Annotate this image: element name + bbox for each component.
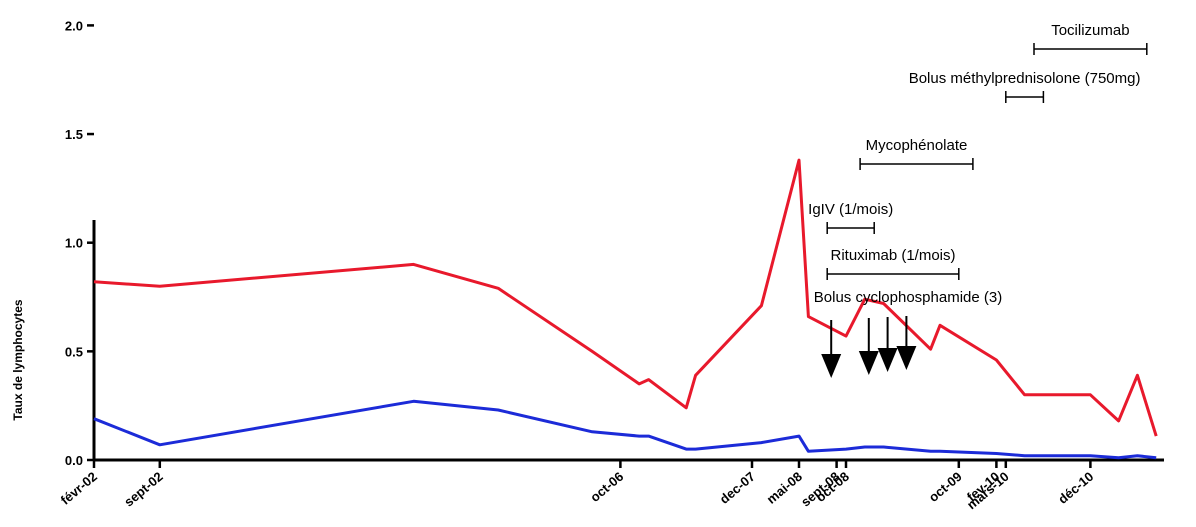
x-tick-label: févr-02 (58, 469, 100, 508)
x-tick-label: dec-07 (717, 469, 758, 507)
treatment-label: Rituximab (1/mois) (830, 247, 955, 264)
treatment-label: Bolus méthylprednisolone (750mg) (909, 70, 1141, 87)
treatment-bar: Rituximab (1/mois) (826, 247, 960, 280)
series-line-1 (93, 158, 1158, 437)
bolus-arrow-head (877, 348, 898, 372)
treatment-bar: Bolus méthylprednisolone (750mg) (909, 70, 1141, 103)
treatment-label: IgIV (1/mois) (808, 201, 893, 218)
x-tick-label: oct-06 (587, 469, 626, 505)
arrows-label: Bolus cyclophosphamide (3) (814, 289, 1002, 306)
y-axis-label: Taux de lymphocytes (11, 299, 25, 420)
y-tick-label: 2.0 (65, 18, 83, 33)
bolus-arrow-head (896, 346, 917, 370)
bolus-arrow-head (858, 351, 879, 375)
y-tick-label: 0.0 (65, 453, 83, 468)
bolus-arrow (858, 318, 879, 375)
treatment-bar: Tocilizumab (1033, 22, 1148, 55)
bolus-arrow-head (821, 354, 842, 378)
y-tick-label: 1.5 (65, 127, 83, 142)
treatment-bar: IgIV (1/mois) (808, 201, 893, 234)
x-tick-label: oct-09 (926, 469, 965, 505)
treatment-bar: Mycophénolate (859, 137, 974, 170)
series-line-2 (93, 399, 1157, 460)
x-tick-label: mai-08 (764, 469, 805, 507)
x-tick-label: déc-10 (1055, 469, 1096, 507)
y-tick-label: 1.0 (65, 236, 83, 251)
bolus-arrow (821, 320, 842, 378)
y-tick-label: 0.5 (65, 344, 83, 359)
treatment-label: Tocilizumab (1051, 22, 1129, 39)
bolus-arrow (877, 317, 898, 372)
x-tick-label: sept-02 (121, 469, 166, 510)
bolus-arrow (896, 316, 917, 370)
treatment-label: Mycophénolate (866, 137, 968, 154)
